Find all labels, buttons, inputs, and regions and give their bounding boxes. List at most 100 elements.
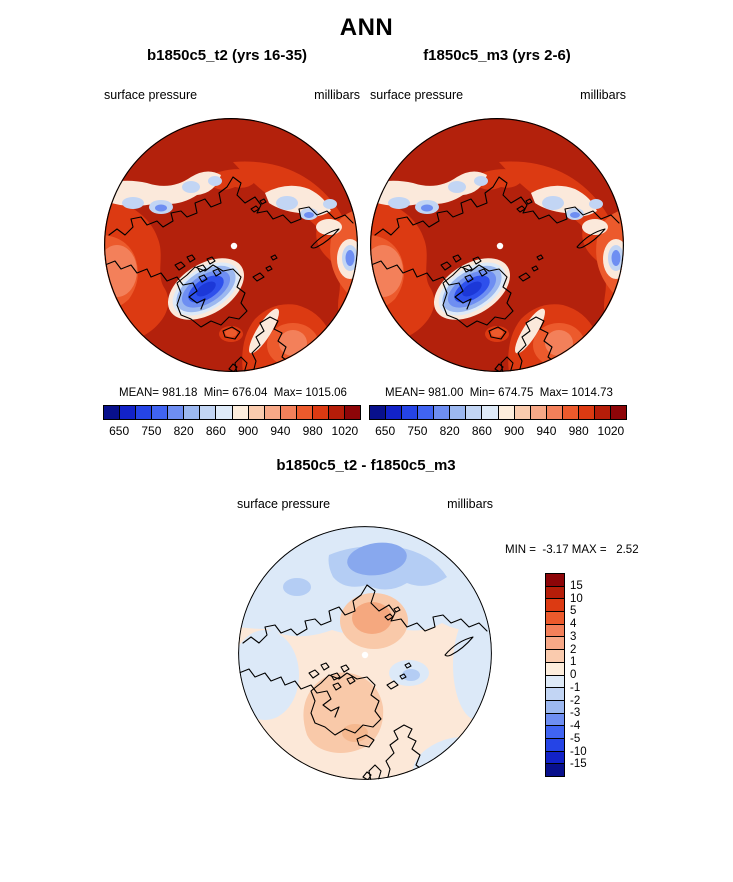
colorbar-cell — [577, 406, 594, 419]
colorbar-tick-label: 1 — [570, 656, 577, 669]
colorbar-tick-label: 0 — [570, 669, 577, 681]
colorbar-tick-label: 900 — [238, 424, 259, 438]
colorbar-cell — [327, 406, 344, 419]
page-title: ANN — [339, 14, 394, 41]
colorbar-tick-label: -10 — [570, 745, 587, 758]
panel-title-left: b1850c5_t2 (yrs 16-35) — [146, 47, 308, 64]
colorbar-tick-label: 3 — [570, 630, 577, 643]
colorbar-tick-label: -3 — [570, 707, 581, 720]
colorbar-cell — [546, 574, 564, 586]
map-difference — [237, 525, 493, 781]
colorbar-tick-label: 820 — [173, 424, 194, 438]
colorbar-tick-label: 1020 — [331, 424, 359, 438]
panel-left-label-row: surface pressure millibars — [104, 88, 360, 102]
colorbar-left-ticks: 650 750 820 860 900 940 980 1020 — [103, 424, 361, 440]
colorbar-cell — [215, 406, 232, 419]
colorbar-cell — [135, 406, 152, 419]
colorbar-cell — [546, 636, 564, 650]
units-label-left: millibars — [314, 88, 360, 102]
colorbar-cell — [465, 406, 482, 419]
colorbar-tick-label: 820 — [439, 424, 460, 438]
colorbar-diff-ticks: 15 10 5 4 3 2 1 0 -1 -2 -3 -4 -5 -10 -15 — [566, 573, 602, 777]
colorbar-cell — [546, 611, 564, 624]
colorbar-tick-label: 650 — [109, 424, 130, 438]
colorbar-cell — [545, 406, 562, 419]
colorbar-cell — [199, 406, 216, 419]
colorbar-tick-label: 980 — [568, 424, 589, 438]
panel-right-label-row: surface pressure millibars — [370, 88, 626, 102]
colorbar-cell — [546, 737, 564, 751]
colorbar-cell — [546, 598, 564, 612]
colorbar-cell — [104, 406, 120, 419]
colorbar-tick-label: 860 — [205, 424, 226, 438]
colorbar-tick-label: 750 — [141, 424, 162, 438]
panel-diff-label-row: surface pressure millibars — [237, 497, 493, 511]
colorbar-tick-label: 900 — [504, 424, 525, 438]
colorbar-cell — [546, 585, 564, 599]
colorbar-cell — [546, 699, 564, 713]
colorbar-cell — [247, 406, 264, 419]
colorbar-tick-label: -5 — [570, 732, 581, 745]
colorbar-tick-label: 2 — [570, 643, 577, 656]
colorbar-tick-label: -1 — [570, 681, 581, 694]
variable-label-diff: surface pressure — [237, 497, 331, 511]
map-b1850c5-t2 — [103, 117, 359, 373]
colorbar-tick-label: 15 — [570, 579, 583, 592]
minmax-label-diff: MIN = -3.17 MAX = 2.52 — [505, 544, 639, 556]
colorbar-cell — [546, 763, 564, 776]
colorbar-tick-label: 860 — [471, 424, 492, 438]
colorbar-tick-label: 940 — [536, 424, 557, 438]
colorbar-cell — [167, 406, 184, 419]
colorbar-cell — [385, 406, 402, 419]
panel-title-diff: b1850c5_t2 - f1850c5_m3 — [276, 457, 456, 474]
colorbar-tick-label: 750 — [407, 424, 428, 438]
colorbar-tick-label: -2 — [570, 694, 581, 707]
colorbar-tick-label: 5 — [570, 605, 577, 618]
colorbar-cell — [370, 406, 386, 419]
units-label-right: millibars — [580, 88, 626, 102]
units-label-diff: millibars — [447, 497, 493, 511]
colorbar-cell — [546, 674, 564, 688]
colorbar-cell — [311, 406, 328, 419]
colorbar-cell — [481, 406, 498, 419]
colorbar-tick-label: 4 — [570, 618, 577, 630]
variable-label-left: surface pressure — [104, 88, 198, 102]
colorbar-cell — [279, 406, 296, 419]
colorbar-tick-label: 10 — [570, 592, 583, 605]
colorbar-cell — [119, 406, 136, 419]
stats-left: MEAN= 981.18 Min= 676.04 Max= 1015.06 — [119, 387, 347, 399]
colorbar-cell — [609, 406, 626, 419]
colorbar-tick-label: 650 — [375, 424, 396, 438]
colorbar-right-ticks: 650 750 820 860 900 940 980 1020 — [369, 424, 627, 440]
colorbar-cell — [183, 406, 200, 419]
colorbar-left — [103, 405, 361, 420]
colorbar-cell — [546, 661, 564, 675]
colorbar-tick-label: -15 — [570, 758, 587, 771]
stats-right: MEAN= 981.00 Min= 674.75 Max= 1014.73 — [385, 387, 613, 399]
colorbar-tick-label: 1020 — [597, 424, 625, 438]
colorbar-cell — [231, 406, 248, 419]
colorbar-cell — [433, 406, 450, 419]
colorbar-right — [369, 405, 627, 420]
colorbar-cell — [546, 712, 564, 726]
map-f1850c5-m3 — [369, 117, 625, 373]
colorbar-cell — [546, 623, 564, 637]
colorbar-cell — [546, 687, 564, 700]
colorbar-cell — [401, 406, 418, 419]
colorbar-cell — [513, 406, 530, 419]
colorbar-cell — [561, 406, 578, 419]
colorbar-cell — [417, 406, 434, 419]
colorbar-cell — [546, 725, 564, 738]
colorbar-cell — [546, 750, 564, 764]
colorbar-cell — [295, 406, 312, 419]
colorbar-cell — [546, 649, 564, 662]
colorbar-cell — [593, 406, 610, 419]
panel-title-right: f1850c5_m3 (yrs 2-6) — [423, 47, 571, 64]
colorbar-tick-label: 980 — [302, 424, 323, 438]
variable-label-right: surface pressure — [370, 88, 464, 102]
colorbar-cell — [151, 406, 168, 419]
colorbar-tick-label: -4 — [570, 720, 581, 732]
colorbar-tick-label: 940 — [270, 424, 291, 438]
colorbar-cell — [343, 406, 360, 419]
